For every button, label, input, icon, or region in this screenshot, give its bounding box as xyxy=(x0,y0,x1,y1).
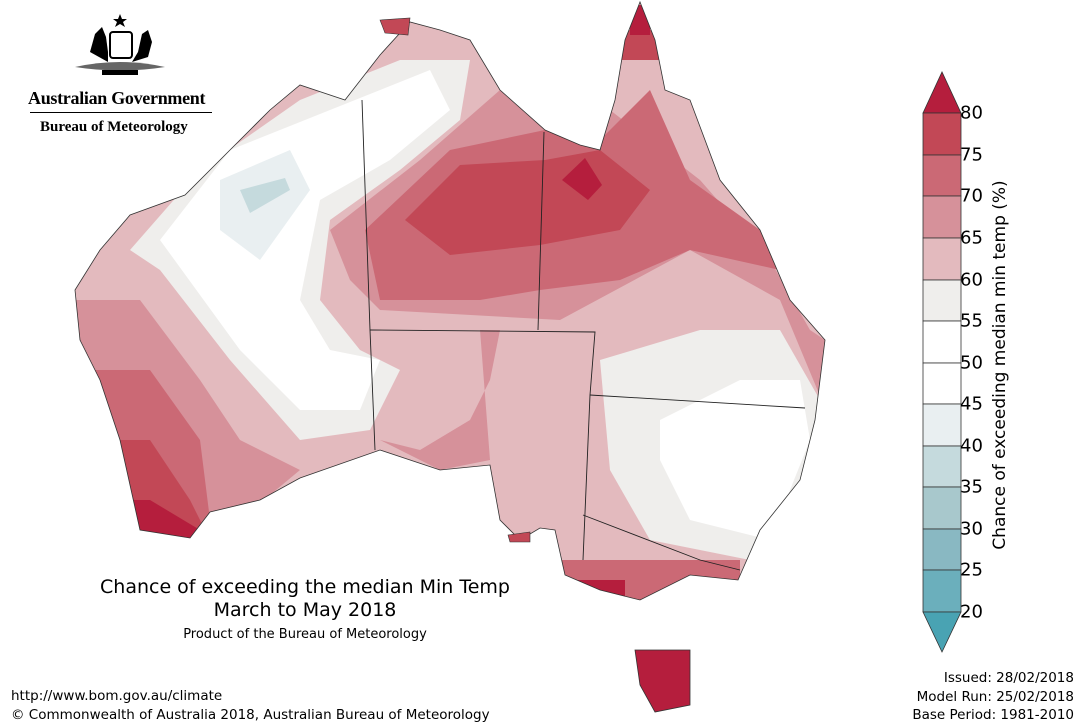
state-borders xyxy=(361,99,806,571)
legend-tick: 70 xyxy=(960,185,983,207)
legend-tick: 55 xyxy=(960,310,983,332)
legend-tick: 60 xyxy=(960,269,983,291)
colorbar xyxy=(922,71,962,653)
legend-tick: 35 xyxy=(960,476,983,498)
coat-of-arms-logo xyxy=(20,12,220,88)
base-period: Base Period: 1981-2010 xyxy=(912,707,1074,723)
map-period: March to May 2018 xyxy=(213,599,397,621)
divider xyxy=(30,112,212,113)
model-run-date: Model Run: 25/02/2018 xyxy=(916,689,1074,705)
legend-label: Chance of exceeding median min temp (%) xyxy=(990,180,1010,550)
bureau-name: Bureau of Meteorology xyxy=(40,119,188,135)
legend-tick: 75 xyxy=(960,144,983,166)
legend-tick: 30 xyxy=(960,518,983,540)
government-name: Australian Government xyxy=(28,88,206,108)
product-note: Product of the Bureau of Meteorology xyxy=(183,627,427,642)
legend-tick: 20 xyxy=(960,601,983,623)
legend-tick: 40 xyxy=(960,435,983,457)
map-title: Chance of exceeding the median Min Temp xyxy=(100,576,510,598)
legend-tick: 45 xyxy=(960,393,983,415)
copyright: © Commonwealth of Australia 2018, Austra… xyxy=(11,707,490,723)
legend-tick: 25 xyxy=(960,559,983,581)
issued-date: Issued: 28/02/2018 xyxy=(943,670,1074,686)
website-link[interactable]: http://www.bom.gov.au/climate xyxy=(11,688,223,704)
legend-tick: 80 xyxy=(960,102,983,124)
legend-tick: 50 xyxy=(960,352,983,374)
tasmania xyxy=(634,649,691,713)
legend-tick: 65 xyxy=(960,227,983,249)
